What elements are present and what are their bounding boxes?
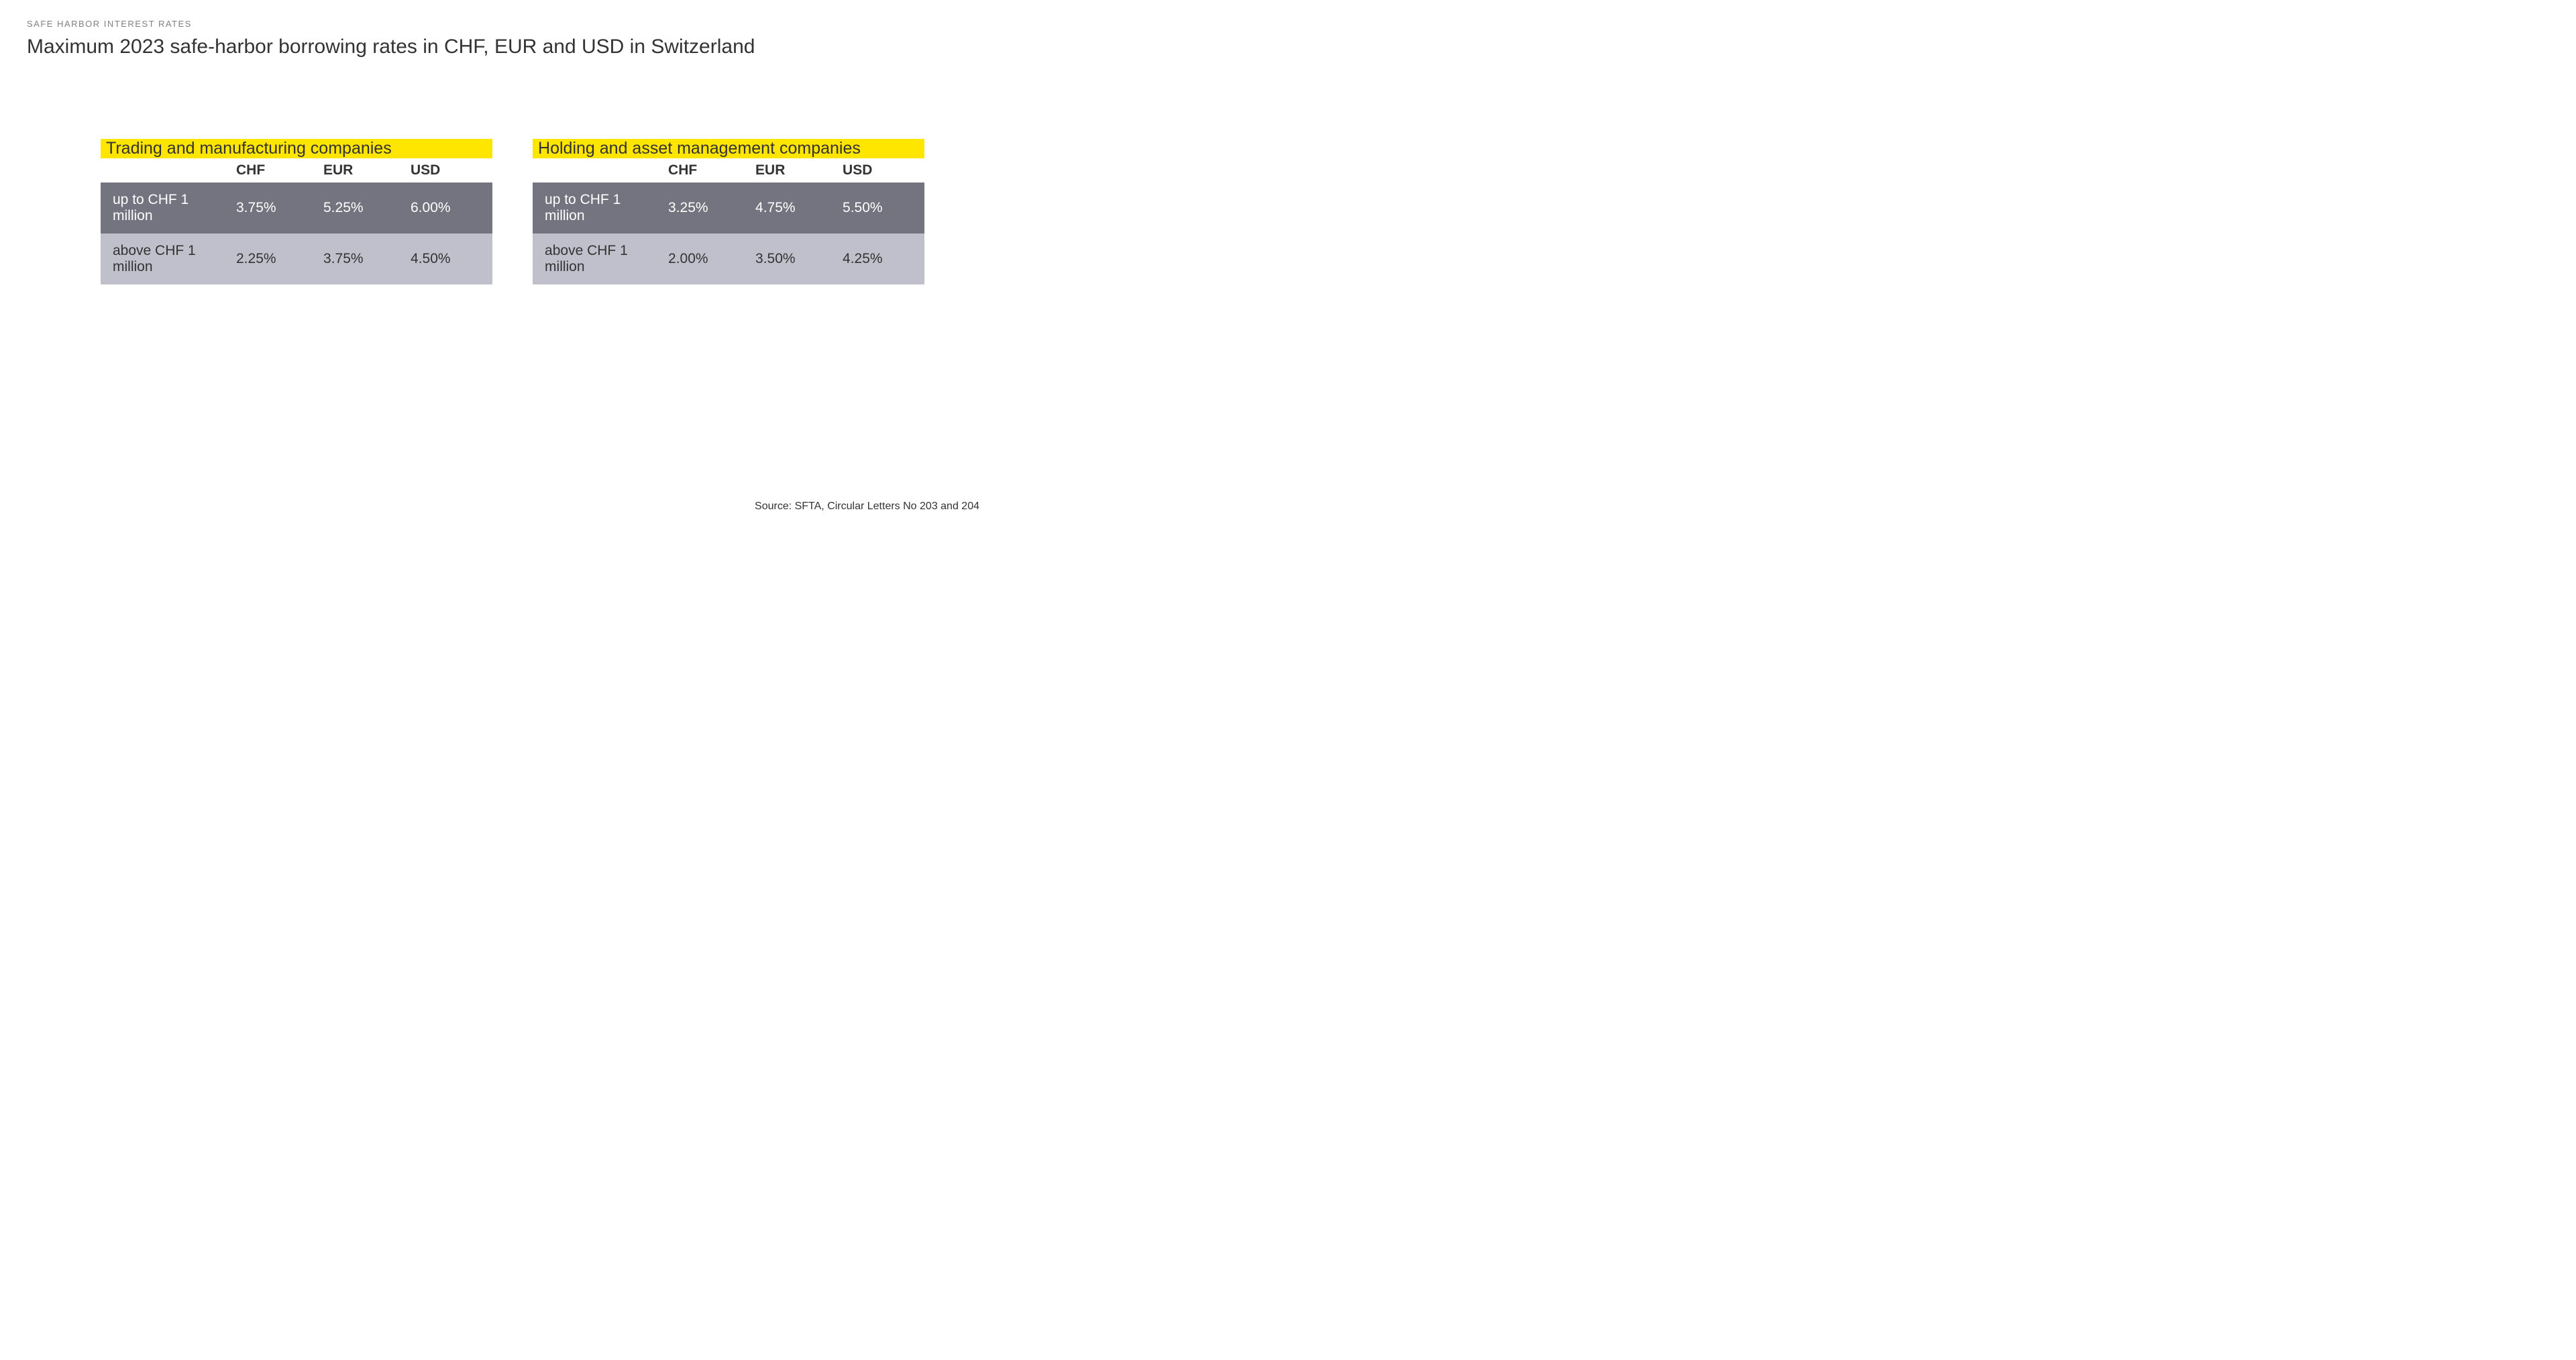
table-cell: 4.75% [750,182,837,233]
table-accent [533,182,538,233]
table-cell: 3.50% [750,233,837,284]
table-accent [533,233,538,284]
tables-row: Trading and manufacturing companies CHF … [27,139,979,284]
table-accent [101,233,106,284]
table-cell: 3.25% [663,182,750,233]
table-accent [101,158,106,182]
table-colhead: CHF [663,158,750,182]
table-header-row: Holding and asset management companies [533,139,924,158]
table-cell: 6.00% [405,182,492,233]
table-row-label: up to CHF 1 million [106,182,231,233]
table-colhead: EUR [750,158,837,182]
table-cell: 4.25% [837,233,924,284]
table-colhead-blank [538,158,663,182]
table-row: above CHF 1 million 2.25% 3.75% 4.50% [101,233,492,284]
table-cell: 3.75% [231,182,318,233]
table-colhead: EUR [318,158,405,182]
source-note: Source: SFTA, Circular Letters No 203 an… [755,501,979,513]
table-row: above CHF 1 million 2.00% 3.50% 4.25% [533,233,924,284]
table-title: Holding and asset management companies [538,139,924,158]
table-cell: 5.25% [318,182,405,233]
table-accent [533,139,538,158]
rate-table-trading: Trading and manufacturing companies CHF … [101,139,492,284]
rate-table-holding: Holding and asset management companies C… [533,139,924,284]
table-cell: 5.50% [837,182,924,233]
table-column-headers: CHF EUR USD [101,158,492,182]
table-colhead: USD [837,158,924,182]
table-row-label: above CHF 1 million [538,233,663,284]
table-column-headers: CHF EUR USD [533,158,924,182]
table-colhead: USD [405,158,492,182]
table-cell: 2.00% [663,233,750,284]
table-title: Trading and manufacturing companies [106,139,492,158]
table-cell: 3.75% [318,233,405,284]
table-cell: 2.25% [231,233,318,284]
page-title: Maximum 2023 safe-harbor borrowing rates… [27,36,979,58]
table-row: up to CHF 1 million 3.75% 5.25% 6.00% [101,182,492,233]
table-accent [101,139,106,158]
table-header-row: Trading and manufacturing companies [101,139,492,158]
table-accent [101,182,106,233]
table-accent [533,158,538,182]
page: SAFE HARBOR INTEREST RATES Maximum 2023 … [0,0,1006,531]
table-row: up to CHF 1 million 3.25% 4.75% 5.50% [533,182,924,233]
table-colhead: CHF [231,158,318,182]
table-colhead-blank [106,158,231,182]
table-row-label: up to CHF 1 million [538,182,663,233]
eyebrow: SAFE HARBOR INTEREST RATES [27,19,979,29]
table-cell: 4.50% [405,233,492,284]
table-row-label: above CHF 1 million [106,233,231,284]
